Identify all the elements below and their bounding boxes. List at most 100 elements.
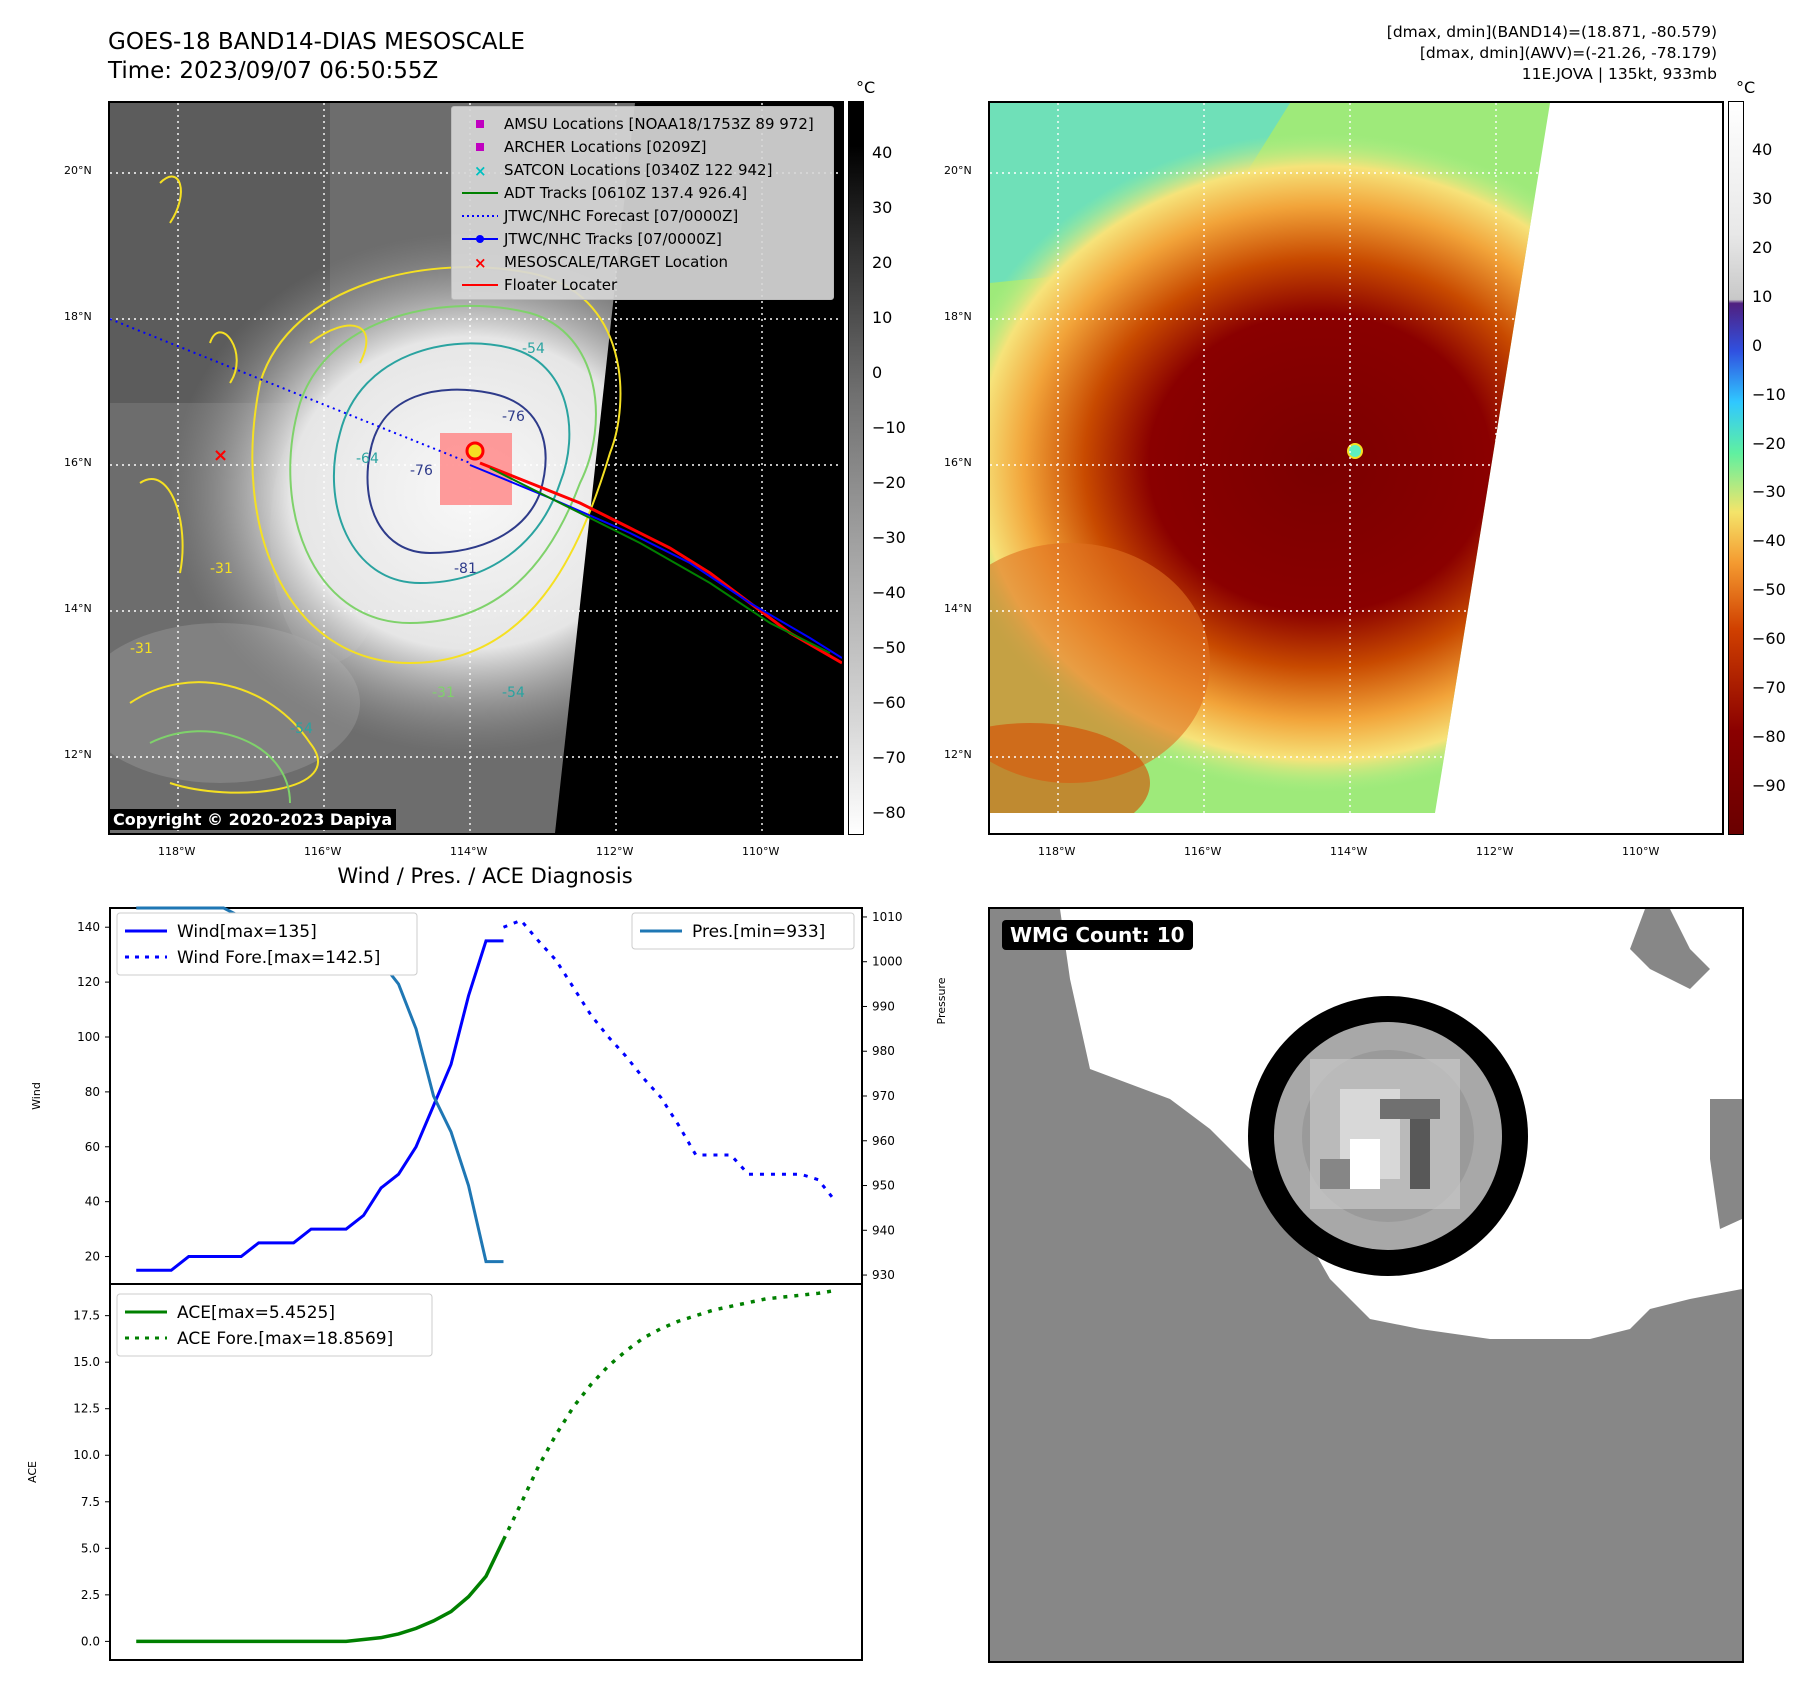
legend-symbol [462, 284, 498, 286]
colorbar-tick-right: 30 [1752, 188, 1773, 208]
legend-label: MESOSCALE/TARGET Location [504, 253, 729, 271]
chart-legend [116, 1293, 433, 1357]
colorbar-tick-left: 30 [872, 198, 893, 218]
contour-label: -54 [502, 685, 525, 701]
series-line [501, 1288, 837, 1541]
ace-tick-label: 15.0 [73, 1355, 100, 1369]
contour-label: -76 [502, 409, 525, 425]
legend-label: ACE[max=5.4525] [177, 1303, 335, 1323]
pressure-tick-label: 1010 [872, 910, 903, 924]
chart-title: Wind / Pres. / ACE Diagnosis [337, 864, 633, 888]
contour-label: -31 [432, 685, 455, 701]
legend-label: ADT Tracks [0610Z 137.4 926.4] [504, 184, 748, 202]
pressure-tick-label: 990 [872, 999, 895, 1013]
pressure-tick-label: 930 [872, 1268, 895, 1282]
wind-tick-label: 60 [85, 1140, 100, 1154]
dmax-band14: [dmax, dmin](BAND14)=(18.871, -80.579) [1386, 23, 1717, 41]
figure-title: GOES-18 BAND14-DIAS MESOSCALE Time: 2023/… [108, 29, 525, 84]
colorbar-tick-right: −60 [1752, 629, 1786, 649]
floater-track [479, 461, 842, 665]
lon-tick-label: 112°W [596, 845, 634, 858]
lon-tick-label: 118°W [158, 845, 196, 858]
wind-pressure-chart: 20 40 60 80 100 120 140 930 940 950 960 970 980 990 10… [30, 906, 948, 1285]
colorbar-tick-left: −70 [872, 748, 906, 768]
lat-tick-label: 20°N [944, 164, 972, 177]
legend-symbol: × [474, 162, 487, 180]
wmg-count-badge: WMG Count: 10 [1002, 920, 1193, 950]
colorbar-tick-right: −70 [1752, 678, 1786, 698]
grayscale-colorbar [848, 101, 864, 835]
awv-map-panel [988, 101, 1724, 835]
wind-tick-label: 40 [85, 1195, 100, 1209]
colorbar-tick-left: −40 [872, 583, 906, 603]
colorbar-tick-left: −20 [872, 473, 906, 493]
pressure-tick-label: 960 [872, 1134, 895, 1148]
storm-info: 11E.JOVA | 135kt, 933mb [1521, 65, 1717, 83]
pressure-tick-label: 980 [872, 1044, 895, 1058]
legend-label: AMSU Locations [NOAA18/1753Z 89 972] [504, 115, 814, 133]
colorbar-tick-right: −20 [1752, 433, 1786, 453]
wmg-eye [1248, 996, 1528, 1276]
legend-label: Floater Locater [504, 276, 618, 294]
colorbar-tick-right: −10 [1752, 384, 1786, 404]
lon-tick-label: 114°W [1330, 845, 1368, 858]
colorbar-tick-right: −30 [1752, 482, 1786, 502]
lon-tick-label: 116°W [304, 845, 342, 858]
pressure-tick-label: 940 [872, 1223, 895, 1237]
colorbar-tick-right: 40 [1752, 139, 1773, 159]
legend-label: ACE Fore.[max=18.8569] [177, 1329, 393, 1349]
lat-tick-label: 16°N [64, 456, 92, 469]
colorbar-tick-left: −80 [872, 803, 906, 822]
colorbar-tick-right: −80 [1752, 727, 1786, 747]
ace-chart: 0.0 2.5 5.0 7.5 10.0 12.5 15.0 17.5 ACE ACE[max=5… [26, 1283, 863, 1661]
contour-label: -54 [290, 721, 313, 737]
lat-tick-label: 16°N [944, 456, 972, 469]
colorbar-tick-right: −40 [1752, 531, 1786, 551]
wind-tick-label: 140 [77, 920, 100, 934]
legend-label: JTWC/NHC Forecast [07/0000Z] [504, 207, 739, 225]
series-line [136, 1539, 506, 1644]
ace-tick-label: 2.5 [81, 1588, 100, 1602]
pressure-tick-label: 970 [872, 1089, 895, 1103]
lat-tick-label: 18°N [64, 310, 92, 323]
ace-tick-label: 0.0 [81, 1634, 100, 1648]
wind-tick-label: 120 [77, 975, 100, 989]
colorbar-tick-right: −90 [1752, 776, 1786, 796]
colorbar-tick-left: −50 [872, 638, 906, 658]
wind-tick-label: 80 [85, 1085, 100, 1099]
chart-legend [116, 912, 418, 976]
pressure-tick-label: 950 [872, 1179, 895, 1193]
legend-symbol [462, 192, 498, 194]
ace-axis-label: ACE [26, 1461, 39, 1483]
lat-tick-label: 14°N [64, 602, 92, 615]
colorbar-tick-left: −10 [872, 418, 906, 438]
adt-track [489, 467, 831, 654]
contour-label: -64 [356, 451, 379, 467]
ace-plot-frame [109, 1283, 863, 1661]
lat-tick-label: 12°N [64, 748, 92, 761]
svg-text:×: × [474, 254, 487, 272]
wind-tick-label: 100 [77, 1030, 100, 1044]
awv-colorbar [1728, 101, 1744, 835]
wind-tick-label: 20 [85, 1250, 100, 1264]
contour-label: -76 [410, 463, 433, 479]
ace-tick-label: 10.0 [73, 1448, 100, 1462]
legend-symbol [476, 120, 484, 128]
awv-map-image [990, 103, 1722, 833]
colorbar-tick-right: −50 [1752, 580, 1786, 600]
legend-symbol [462, 215, 498, 217]
dmax-awv: [dmax, dmin](AWV)=(-21.26, -78.179) [1419, 44, 1717, 62]
ace-tick-label: 12.5 [73, 1402, 100, 1416]
legend-label: ARCHER Locations [0209Z] [504, 138, 707, 156]
lon-tick-label: 112°W [1476, 845, 1514, 858]
storm-eye [1347, 443, 1363, 459]
contour-label: -31 [210, 561, 233, 577]
colorbar-tick-left: 10 [872, 308, 893, 328]
colorbar-tick-left: −30 [872, 528, 906, 548]
series-line [502, 918, 837, 1203]
target-location-marker: × [213, 445, 228, 466]
lat-tick-label: 18°N [944, 310, 972, 323]
lon-tick-label: 114°W [450, 845, 488, 858]
diagnosis-charts: 20 40 60 80 100 120 140 930 940 950 960 970 980 990 10… [26, 906, 948, 1661]
legend-label: Wind Fore.[max=142.5] [177, 948, 380, 968]
